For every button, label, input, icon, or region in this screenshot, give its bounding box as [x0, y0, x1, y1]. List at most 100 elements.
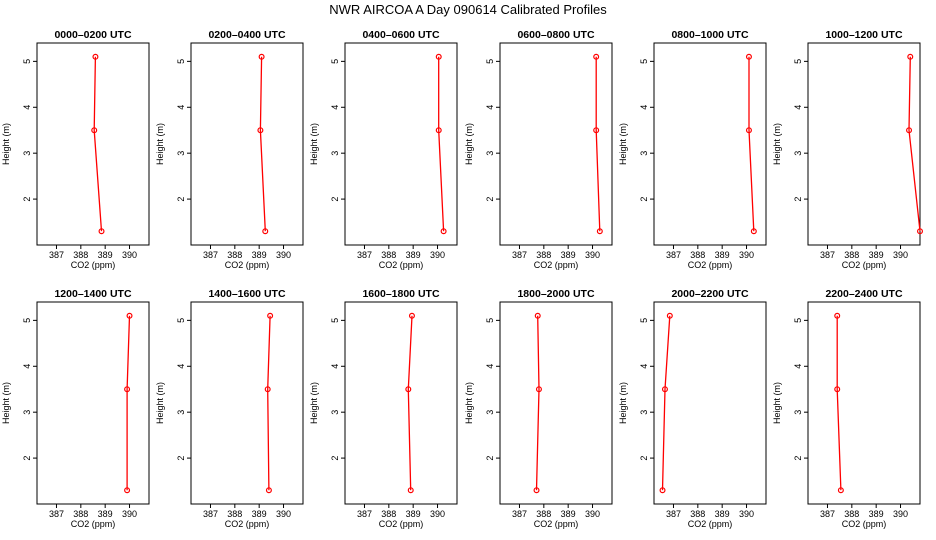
x-tick-label: 390 [893, 250, 908, 260]
y-tick-label: 2 [176, 197, 186, 202]
x-tick-label: 388 [536, 250, 551, 260]
x-tick-label: 389 [715, 509, 730, 519]
profile-point [124, 386, 131, 393]
y-tick-label: 5 [639, 318, 649, 323]
profile-point [666, 312, 673, 319]
x-axis-label: CO2 (ppm) [842, 260, 887, 270]
y-axis-label: Height (m) [1, 382, 11, 424]
y-tick-label: 2 [330, 456, 340, 461]
profile-point [435, 127, 442, 134]
y-axis-label: Height (m) [464, 382, 474, 424]
figure-title: NWR AIRCOA A Day 090614 Calibrated Profi… [329, 2, 607, 17]
profile-point [596, 228, 603, 235]
y-tick-label: 4 [485, 105, 495, 110]
profile-point [264, 386, 271, 393]
x-tick-label: 389 [252, 509, 267, 519]
x-tick-label: 390 [276, 250, 291, 260]
y-tick-label: 3 [485, 151, 495, 156]
x-axis-label: CO2 (ppm) [379, 519, 424, 529]
y-tick-label: 5 [485, 318, 495, 323]
x-tick-label: 390 [122, 250, 137, 260]
x-axis-label: CO2 (ppm) [688, 519, 733, 529]
y-tick-label: 4 [330, 105, 340, 110]
y-tick-label: 4 [22, 364, 32, 369]
profile-point [534, 312, 541, 319]
plot-frame [190, 42, 304, 246]
x-axis-label: CO2 (ppm) [71, 260, 116, 270]
panel-12: 2200–2400 UTC 387 388 389 390 2 3 4 5 CO2 (ppm) He… [772, 288, 921, 529]
y-tick-label: 4 [22, 105, 32, 110]
profile-point [916, 228, 923, 235]
profile-line [93, 56, 103, 232]
profile-point [92, 53, 99, 60]
y-tick-label: 4 [793, 105, 803, 110]
y-tick-label: 4 [330, 364, 340, 369]
panel-title: 0600–0800 UTC [517, 29, 594, 41]
profile-point [906, 127, 913, 134]
profile-point [258, 53, 265, 60]
profile-point [262, 228, 269, 235]
profile-point [837, 487, 844, 494]
panel-title: 0200–0400 UTC [208, 29, 285, 41]
y-tick-label: 3 [793, 151, 803, 156]
y-tick-label: 2 [793, 197, 803, 202]
x-tick-label: 388 [690, 250, 705, 260]
x-tick-label: 387 [203, 509, 218, 519]
x-tick-label: 388 [690, 509, 705, 519]
profile-point [593, 53, 600, 60]
profile-line [259, 56, 266, 232]
y-tick-label: 2 [22, 197, 32, 202]
profile-point [745, 53, 752, 60]
profile-line [407, 315, 413, 491]
y-axis-label: Height (m) [772, 382, 782, 424]
profile-point [408, 312, 415, 319]
plot-frame [344, 42, 458, 246]
y-tick-label: 3 [793, 410, 803, 415]
panel-9: 1600–1800 UTC 387 388 389 390 2 3 4 5 CO2 (ppm) He… [309, 288, 458, 529]
x-tick-label: 387 [49, 250, 64, 260]
x-tick-label: 389 [869, 250, 884, 260]
x-tick-label: 387 [666, 250, 681, 260]
x-tick-label: 390 [276, 509, 291, 519]
x-tick-label: 389 [869, 509, 884, 519]
y-tick-label: 3 [176, 151, 186, 156]
x-tick-label: 387 [512, 250, 527, 260]
x-tick-label: 389 [252, 250, 267, 260]
x-tick-label: 387 [203, 250, 218, 260]
y-axis-label: Height (m) [309, 123, 319, 165]
y-tick-label: 3 [330, 410, 340, 415]
x-tick-label: 387 [357, 250, 372, 260]
profile-point [659, 487, 666, 494]
profile-line [908, 56, 921, 232]
x-tick-label: 389 [98, 250, 113, 260]
plot-frame [807, 42, 921, 246]
y-tick-label: 3 [22, 151, 32, 156]
panel-title: 0400–0600 UTC [362, 29, 439, 41]
profile-point [834, 386, 841, 393]
y-axis-label: Height (m) [155, 382, 165, 424]
y-tick-label: 2 [639, 456, 649, 461]
profile-point [834, 312, 841, 319]
panel-8: 1400–1600 UTC 387 388 389 390 2 3 4 5 CO2 (ppm) He… [155, 288, 304, 529]
x-tick-label: 387 [820, 509, 835, 519]
panel-title: 1600–1800 UTC [362, 288, 439, 300]
panel-title: 1200–1400 UTC [54, 288, 131, 300]
y-tick-label: 5 [485, 59, 495, 64]
y-tick-label: 2 [485, 456, 495, 461]
y-tick-label: 2 [485, 197, 495, 202]
panel-title: 0800–1000 UTC [671, 29, 748, 41]
y-tick-label: 5 [176, 318, 186, 323]
y-tick-label: 3 [176, 410, 186, 415]
profile-point [533, 487, 540, 494]
y-tick-label: 4 [639, 105, 649, 110]
x-tick-label: 387 [820, 250, 835, 260]
x-tick-label: 390 [585, 250, 600, 260]
x-axis-label: CO2 (ppm) [71, 519, 116, 529]
y-tick-label: 5 [22, 318, 32, 323]
x-axis-label: CO2 (ppm) [688, 260, 733, 270]
profile-point [405, 386, 412, 393]
y-tick-label: 2 [330, 197, 340, 202]
x-axis-label: CO2 (ppm) [225, 260, 270, 270]
y-tick-label: 3 [330, 151, 340, 156]
